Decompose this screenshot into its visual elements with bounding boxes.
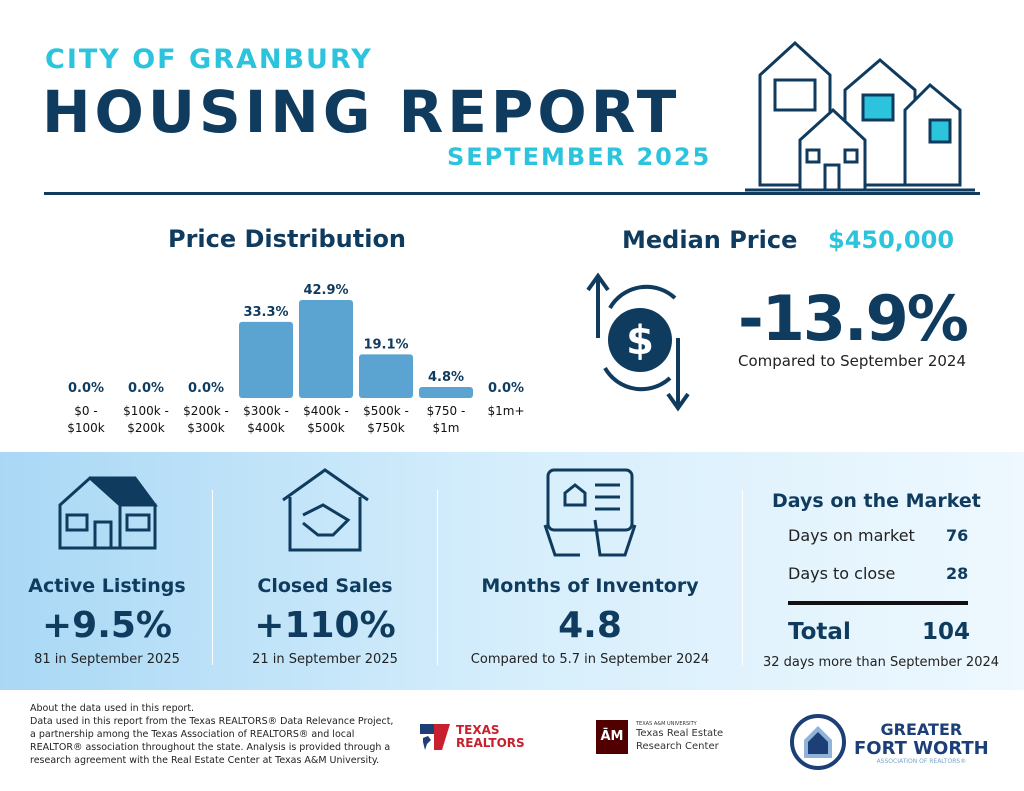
category-label: $400k - xyxy=(303,404,349,418)
category-label: $500k - xyxy=(363,404,409,418)
median-price-label: Median Price xyxy=(622,226,798,254)
category-label: $300k xyxy=(187,421,225,435)
category-label: $750k xyxy=(367,421,405,435)
houses-illustration-icon xyxy=(745,40,975,192)
category-label: $300k - xyxy=(243,404,289,418)
median-price-value: $450,000 xyxy=(828,226,955,254)
category-label: $1m xyxy=(433,421,460,435)
dom-row-value: 76 xyxy=(946,526,969,545)
stat-value: 4.8 xyxy=(558,605,622,646)
stat-label: Closed Sales xyxy=(257,575,393,597)
category-label: $100k - xyxy=(123,404,169,418)
months-inventory-stat: Months of Inventory 4.8 Compared to 5.7 … xyxy=(445,575,735,667)
closed-sales-stat: Closed Sales +110% 21 in September 2025 xyxy=(220,575,430,667)
header-divider xyxy=(44,192,980,195)
dom-row-label: Days to close xyxy=(788,564,896,583)
data-label: 0.0% xyxy=(188,381,224,396)
tamu-logo: ĀM TEXAS A&M UNIVERSITY Texas Real Estat… xyxy=(596,720,726,754)
data-label: 4.8% xyxy=(428,370,464,385)
stat-value: +110% xyxy=(254,605,396,646)
median-price-change: -13.9% xyxy=(738,282,969,355)
stat-label: Active Listings xyxy=(28,575,186,597)
stat-sub: Compared to 5.7 in September 2024 xyxy=(470,652,710,667)
footer-line: About the data used in this report. xyxy=(30,703,195,714)
category-label: $750 - xyxy=(427,404,466,418)
median-price-compare: Compared to September 2024 xyxy=(738,352,967,370)
category-label: $100k xyxy=(67,421,105,435)
dom-total-value: 104 xyxy=(922,619,971,645)
data-label: 33.3% xyxy=(243,305,288,320)
stat-sub: 21 in September 2025 xyxy=(252,652,398,667)
stats-band xyxy=(0,452,1024,690)
divider xyxy=(437,490,438,665)
footer-line: Data used in this report from the Texas … xyxy=(30,716,394,766)
handshake-icon xyxy=(282,468,369,552)
report-month: SEPTEMBER 2025 xyxy=(447,143,712,171)
data-label: 42.9% xyxy=(303,283,348,298)
category-label: $1m+ xyxy=(487,404,524,418)
dom-total-rule xyxy=(788,601,968,605)
gfw-logo: GREATER FORT WORTH ASSOCIATION OF REALTO… xyxy=(790,714,989,770)
category-label: $200k xyxy=(127,421,165,435)
category-label: $0 - xyxy=(74,404,97,418)
dom-row-value: 28 xyxy=(946,564,969,583)
bar xyxy=(239,321,293,398)
bar xyxy=(419,387,473,398)
dom-sub: 32 days more than September 2024 xyxy=(762,655,1000,670)
category-label: $500k xyxy=(307,421,345,435)
report-title: HOUSING REPORT xyxy=(42,78,681,146)
dollar-exchange-icon: $ xyxy=(586,272,690,412)
tablet-icon xyxy=(543,468,637,557)
divider xyxy=(742,490,743,665)
stat-value: +9.5% xyxy=(41,605,172,646)
gfw-mark-icon xyxy=(790,714,846,770)
category-label: $200k - xyxy=(183,404,229,418)
data-label: 0.0% xyxy=(488,381,524,396)
house-icon xyxy=(58,475,158,550)
footer-note: About the data used in this report. Data… xyxy=(30,702,400,767)
price-distribution-title: Price Distribution xyxy=(168,225,407,253)
tamu-mark-icon: ĀM xyxy=(596,720,628,754)
stat-sub: 81 in September 2025 xyxy=(34,652,180,667)
bar xyxy=(359,354,413,398)
data-label: 19.1% xyxy=(363,337,408,352)
stat-label: Months of Inventory xyxy=(481,575,699,597)
divider xyxy=(212,490,213,665)
dom-row-label: Days on market xyxy=(788,526,915,545)
active-listings-stat: Active Listings +9.5% 81 in September 20… xyxy=(12,575,202,667)
city-name: CITY OF GRANBURY xyxy=(45,44,373,75)
dom-total-label: Total xyxy=(788,619,851,645)
texas-realtors-mark-icon xyxy=(420,724,450,750)
svg-text:$: $ xyxy=(626,318,654,364)
dom-title: Days on the Market xyxy=(772,490,981,512)
category-label: $400k xyxy=(247,421,285,435)
price-distribution-chart: 0.0% $0 - $100k 0.0% $100k - $200k 0.0% $200k -… xyxy=(67,283,524,435)
data-label: 0.0% xyxy=(68,381,104,396)
texas-realtors-logo: TEXAS REALTORS xyxy=(420,722,526,752)
bar xyxy=(299,300,353,398)
data-label: 0.0% xyxy=(128,381,164,396)
